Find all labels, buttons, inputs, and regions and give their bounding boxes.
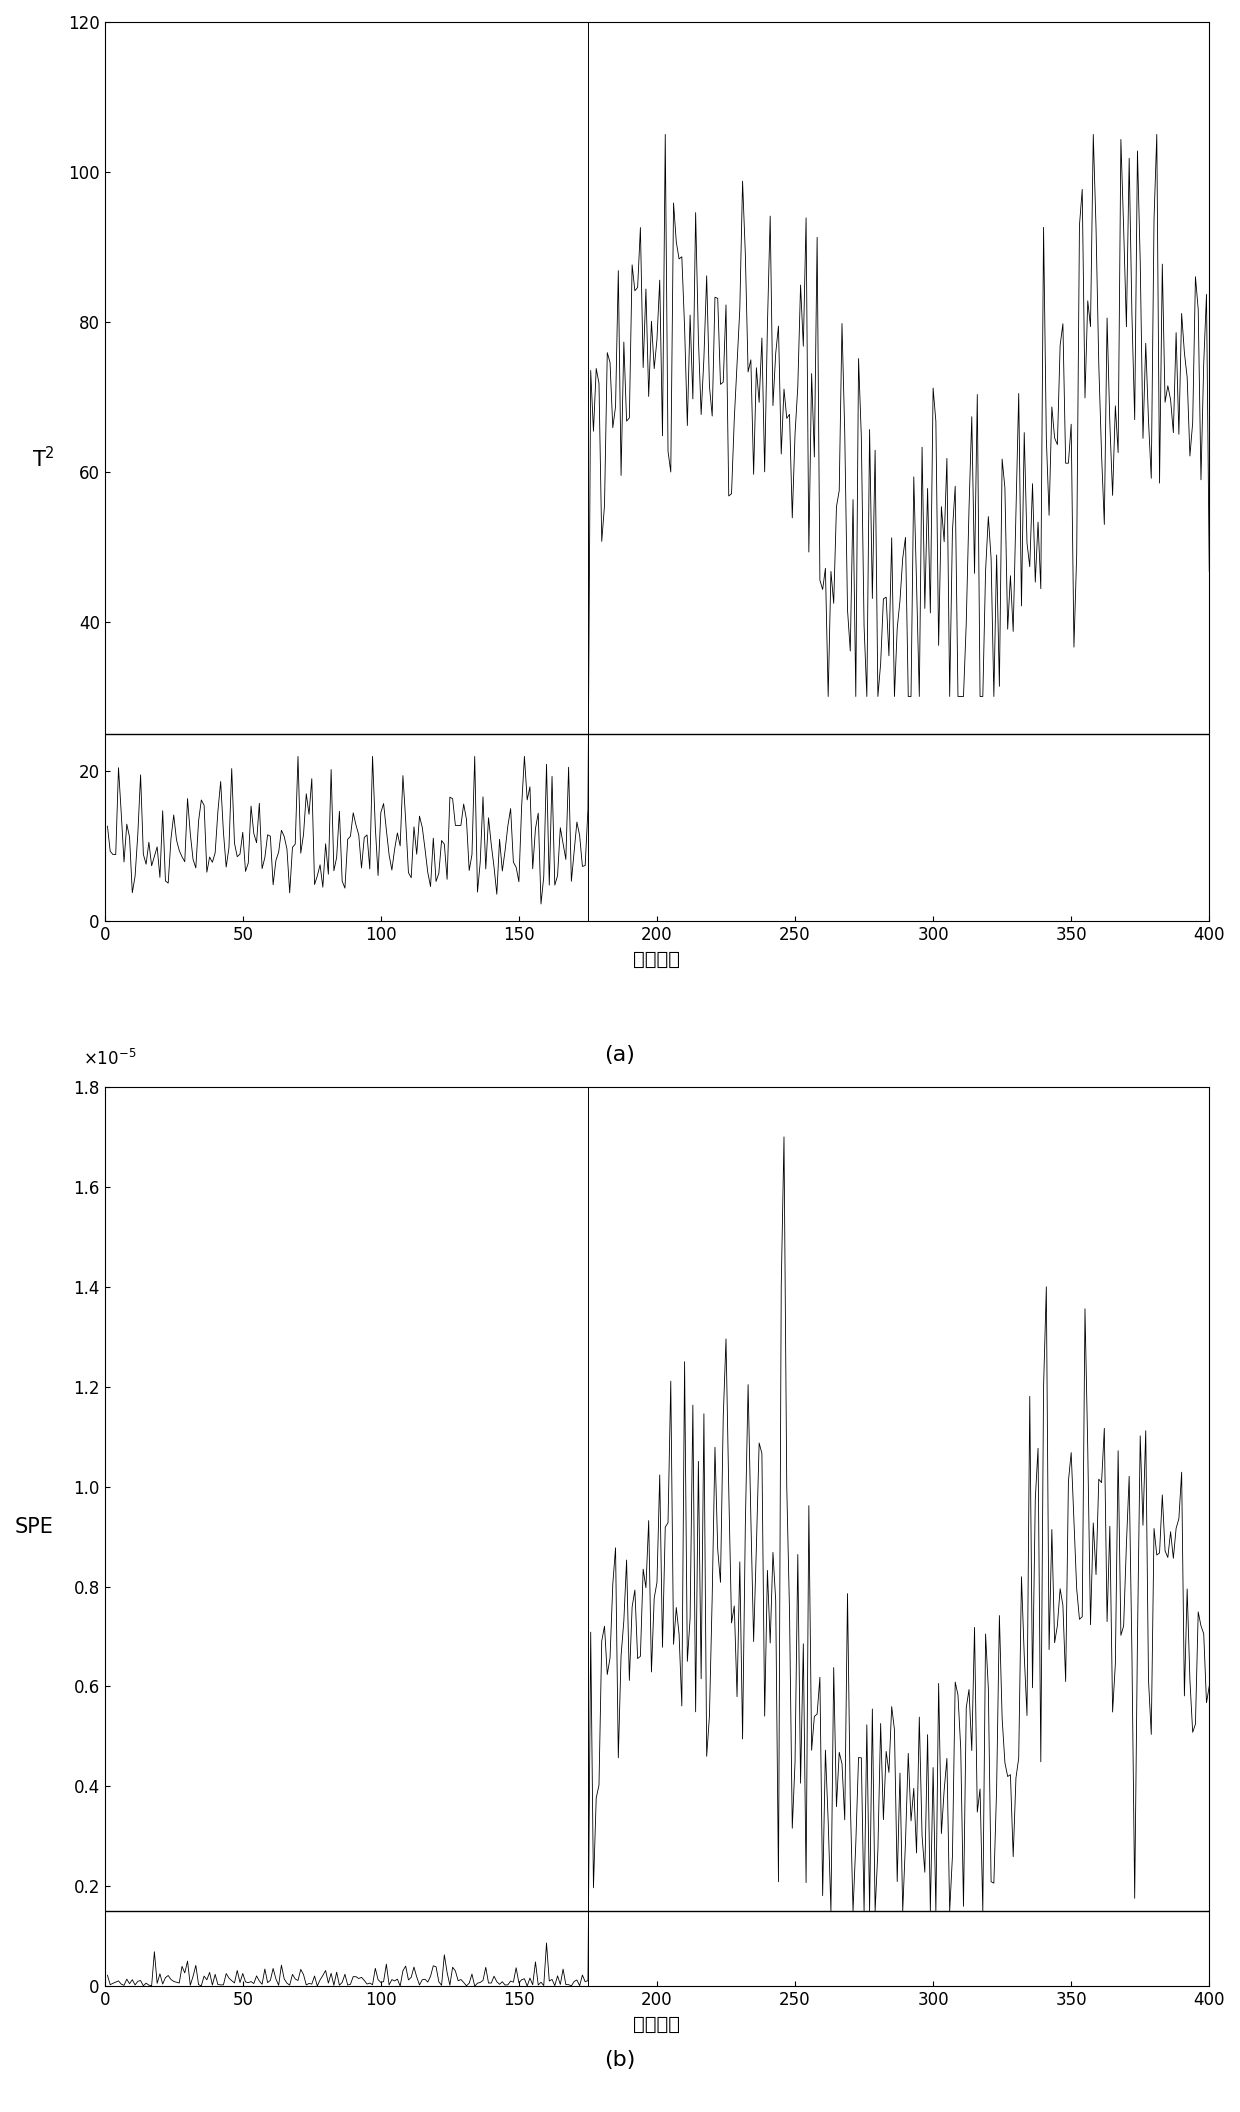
Y-axis label: SPE: SPE bbox=[15, 1516, 53, 1538]
X-axis label: 采样次数: 采样次数 bbox=[634, 950, 681, 969]
Text: $\times 10^{-5}$: $\times 10^{-5}$ bbox=[83, 1050, 136, 1069]
Y-axis label: T$^2$: T$^2$ bbox=[32, 446, 55, 471]
Text: (b): (b) bbox=[604, 2051, 636, 2070]
Text: (a): (a) bbox=[605, 1045, 635, 1064]
X-axis label: 采样次数: 采样次数 bbox=[634, 2015, 681, 2034]
